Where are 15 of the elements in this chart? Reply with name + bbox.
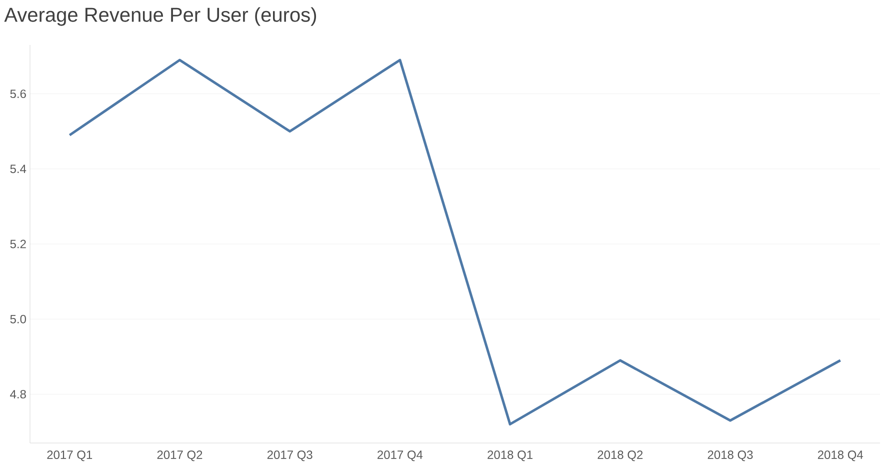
y-tick-label: 5.2 <box>10 240 26 248</box>
x-tick-label: 2018 Q2 <box>598 450 643 462</box>
x-tick-label: 2018 Q3 <box>708 450 753 462</box>
x-tick-label: 2017 Q2 <box>157 450 202 462</box>
x-tick-label: 2018 Q4 <box>818 450 864 462</box>
y-tick-label: 5.6 <box>10 90 26 98</box>
y-tick-label: 4.8 <box>10 390 26 398</box>
x-tick-label: 2017 Q4 <box>378 450 423 462</box>
x-tick-label: 2017 Q1 <box>47 450 92 462</box>
line-series <box>68 58 842 426</box>
x-tick-label: 2017 Q3 <box>267 450 312 462</box>
y-tick-label: 5.0 <box>10 314 26 324</box>
y-tick-label: 5.4 <box>10 164 26 174</box>
x-tick-label: 2018 Q1 <box>488 450 532 462</box>
chart-title: Average Revenue Per User (euros) <box>4 7 316 26</box>
